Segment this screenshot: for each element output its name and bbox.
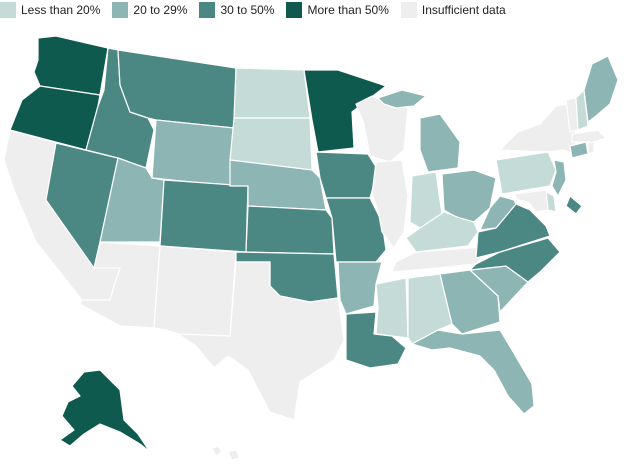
state-MS[interactable]: [375, 277, 409, 339]
state-AK[interactable]: [59, 369, 151, 453]
legend-label: Less than 20%: [21, 3, 101, 17]
state-WA[interactable]: [33, 35, 109, 96]
state-IL[interactable]: [371, 159, 409, 249]
state-WV[interactable]: [479, 195, 517, 231]
legend-swatch: [400, 2, 417, 18]
state-NJ[interactable]: [551, 159, 567, 197]
legend-item-less-than-20: Less than 20%: [0, 2, 100, 18]
state-RI[interactable]: [587, 141, 595, 155]
legend-item-30-to-50: 30 to 50%: [199, 2, 274, 18]
state-MI-lower[interactable]: [419, 113, 461, 173]
state-NY[interactable]: [499, 103, 577, 155]
legend-label: 20 to 29%: [133, 3, 188, 17]
state-MD[interactable]: [513, 189, 549, 213]
map-legend: Less than 20% 20 to 29% 30 to 50% More t…: [0, 0, 518, 20]
state-KS[interactable]: [245, 205, 335, 255]
legend-swatch: [286, 2, 303, 18]
state-FL[interactable]: [411, 329, 535, 415]
state-ME[interactable]: [583, 55, 619, 123]
state-MA[interactable]: [571, 129, 607, 143]
state-CO[interactable]: [159, 179, 249, 253]
legend-label: Insufficient data: [421, 3, 506, 17]
state-MI[interactable]: [377, 89, 427, 109]
state-IA[interactable]: [315, 151, 379, 199]
legend-item-20-to-29: 20 to 29%: [112, 2, 187, 18]
state-DC[interactable]: [565, 195, 583, 215]
state-NM[interactable]: [153, 245, 237, 337]
legend-item-more-than-50: More than 50%: [286, 2, 389, 18]
state-ND[interactable]: [233, 67, 311, 119]
state-AR[interactable]: [337, 261, 383, 315]
legend-label: More than 50%: [307, 3, 389, 17]
state-PA[interactable]: [495, 151, 557, 195]
state-HI[interactable]: [211, 445, 223, 457]
state-MO[interactable]: [325, 197, 387, 263]
state-MN[interactable]: [303, 69, 387, 153]
legend-swatch: [0, 2, 16, 18]
state-WY[interactable]: [151, 119, 235, 187]
state-HI-2[interactable]: [227, 449, 241, 461]
state-OH[interactable]: [441, 169, 497, 223]
legend-swatch: [199, 2, 216, 18]
state-LA[interactable]: [345, 311, 407, 369]
state-TX[interactable]: [177, 261, 345, 421]
state-KY[interactable]: [405, 211, 479, 253]
legend-label: 30 to 50%: [220, 3, 275, 17]
legend-item-insufficient-data: Insufficient data: [400, 2, 506, 18]
legend-swatch: [112, 2, 129, 18]
